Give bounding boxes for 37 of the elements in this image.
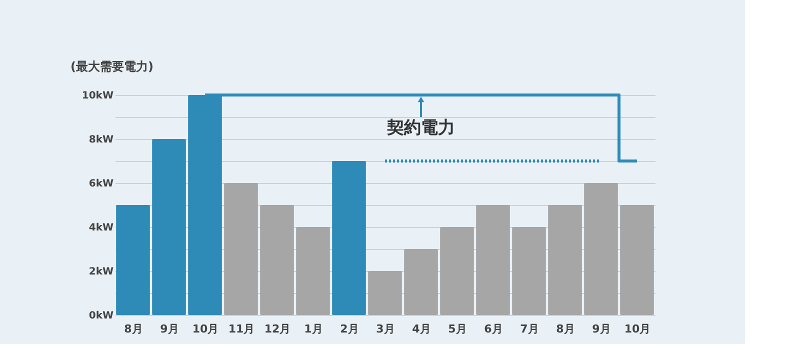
bar xyxy=(332,161,366,315)
x-tick-label: 12月 xyxy=(264,322,291,336)
x-tick-label: 8月 xyxy=(124,322,143,336)
x-tick-label: 3月 xyxy=(376,322,395,336)
x-tick-label: 9月 xyxy=(592,322,611,336)
y-tick-label: 6kW xyxy=(88,178,114,190)
bar xyxy=(548,205,582,315)
y-tick-label: 2kW xyxy=(88,266,114,278)
y-tick-label: 0kW xyxy=(88,310,114,322)
x-tick-label: 8月 xyxy=(556,322,575,336)
x-tick-label: 1月 xyxy=(304,322,323,336)
bar xyxy=(260,205,294,315)
bar xyxy=(404,249,438,315)
x-tick-label: 2月 xyxy=(340,322,359,336)
bar xyxy=(116,205,150,315)
bar xyxy=(440,227,474,315)
y-tick-label: 10kW xyxy=(82,90,114,102)
bar xyxy=(296,227,330,315)
x-tick-label: 10月 xyxy=(192,322,219,336)
bar xyxy=(620,205,654,315)
bar xyxy=(512,227,546,315)
y-tick-label: 4kW xyxy=(88,222,114,234)
x-tick-label: 5月 xyxy=(448,322,467,336)
y-tick-label: 8kW xyxy=(88,134,114,146)
x-tick-label: 4月 xyxy=(412,322,431,336)
x-tick-label: 9月 xyxy=(160,322,179,336)
bar xyxy=(224,183,258,315)
legend-label: 契約電力 xyxy=(386,118,455,138)
bar xyxy=(368,271,402,315)
bar xyxy=(584,183,618,315)
x-tick-label: 6月 xyxy=(484,322,503,336)
x-tick-label: 11月 xyxy=(228,322,255,336)
x-tick-label: 10月 xyxy=(624,322,651,336)
x-tick-label: 7月 xyxy=(520,322,539,336)
bar xyxy=(152,139,186,315)
y-axis-title: (最大需要電力) xyxy=(70,60,154,74)
bar xyxy=(476,205,510,315)
